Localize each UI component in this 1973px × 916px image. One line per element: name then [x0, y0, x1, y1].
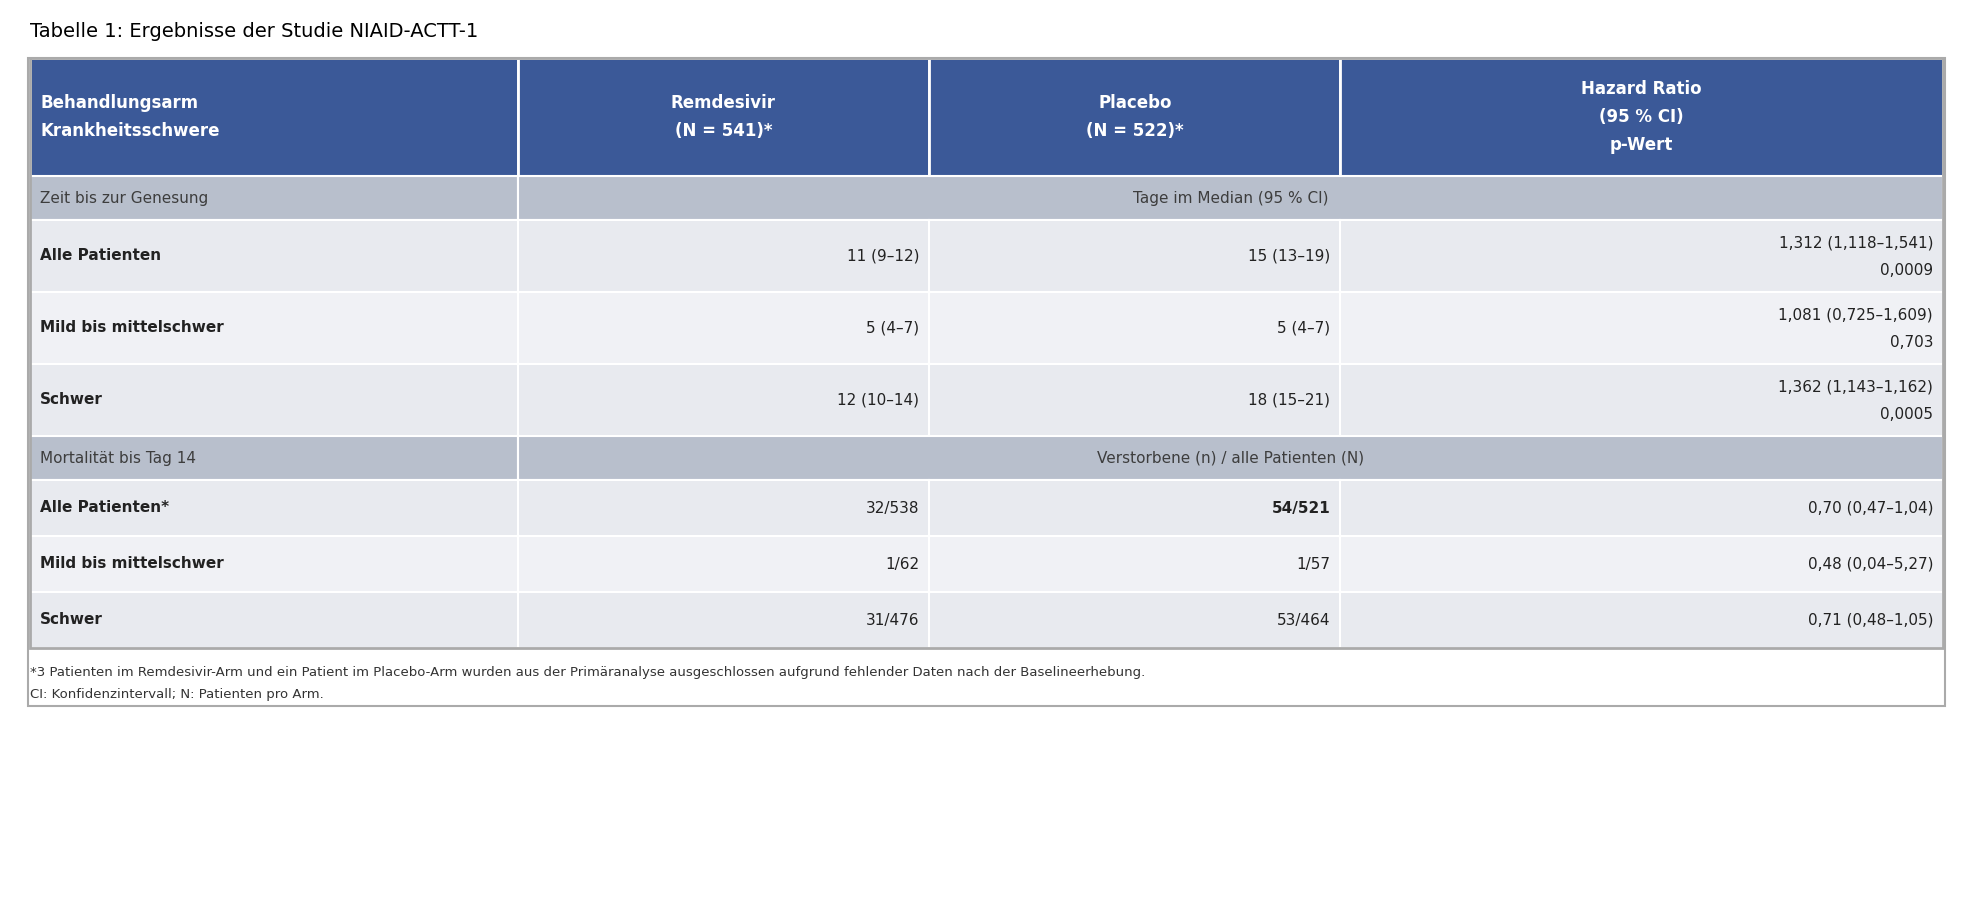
Text: 0,48 (0,04–5,27): 0,48 (0,04–5,27) [1807, 557, 1934, 572]
Bar [517, 536, 929, 592]
Text: 53/464: 53/464 [1277, 613, 1330, 627]
Text: Zeit bis zur Genesung: Zeit bis zur Genesung [39, 191, 209, 205]
Text: 32/538: 32/538 [866, 500, 919, 516]
Text: Hazard Ratio: Hazard Ratio [1582, 80, 1703, 98]
Bar [929, 364, 1340, 436]
Bar [1340, 480, 1943, 536]
Bar [929, 536, 1340, 592]
Text: 1,081 (0,725–1,609): 1,081 (0,725–1,609) [1778, 308, 1934, 322]
Text: 5 (4–7): 5 (4–7) [866, 321, 919, 335]
Text: 5 (4–7): 5 (4–7) [1277, 321, 1330, 335]
Bar [517, 292, 929, 364]
Text: (N = 541)*: (N = 541)* [675, 122, 771, 140]
Bar [30, 220, 517, 292]
Bar [30, 592, 517, 648]
Text: Alle Patienten: Alle Patienten [39, 248, 162, 264]
Text: Behandlungsarm: Behandlungsarm [39, 94, 197, 112]
Bar [1340, 292, 1943, 364]
Bar [517, 220, 929, 292]
Text: 54/521: 54/521 [1273, 500, 1330, 516]
Text: 0,71 (0,48–1,05): 0,71 (0,48–1,05) [1807, 613, 1934, 627]
Text: 1,312 (1,118–1,541): 1,312 (1,118–1,541) [1778, 235, 1934, 251]
Bar [517, 592, 929, 648]
Bar [1340, 58, 1943, 176]
Text: 0,0005: 0,0005 [1880, 407, 1934, 422]
Bar [517, 176, 1943, 220]
Text: 11 (9–12): 11 (9–12) [846, 248, 919, 264]
Text: Remdesivir: Remdesivir [671, 94, 775, 112]
Text: Mild bis mittelschwer: Mild bis mittelschwer [39, 321, 223, 335]
Bar [517, 480, 929, 536]
Text: 0,703: 0,703 [1890, 335, 1934, 350]
Bar [30, 536, 517, 592]
Bar [517, 436, 1943, 480]
Text: (N = 522)*: (N = 522)* [1085, 122, 1184, 140]
Bar [1340, 364, 1943, 436]
Bar [929, 220, 1340, 292]
Text: p-Wert: p-Wert [1610, 136, 1673, 154]
Bar [30, 58, 517, 176]
Text: Placebo: Placebo [1099, 94, 1172, 112]
Bar [929, 592, 1340, 648]
Text: 0,70 (0,47–1,04): 0,70 (0,47–1,04) [1807, 500, 1934, 516]
Text: 1/62: 1/62 [886, 557, 919, 572]
Bar [30, 480, 517, 536]
Bar [929, 480, 1340, 536]
Text: Mild bis mittelschwer: Mild bis mittelschwer [39, 557, 223, 572]
Text: Verstorbene (n) / alle Patienten (N): Verstorbene (n) / alle Patienten (N) [1097, 451, 1363, 465]
Bar [30, 436, 517, 480]
Text: Schwer: Schwer [39, 613, 103, 627]
Bar [30, 292, 517, 364]
Bar [30, 364, 517, 436]
Bar [30, 58, 1943, 648]
Text: Alle Patienten*: Alle Patienten* [39, 500, 170, 516]
Bar [517, 58, 929, 176]
Text: 18 (15–21): 18 (15–21) [1249, 392, 1330, 408]
Text: Tage im Median (95 % CI): Tage im Median (95 % CI) [1133, 191, 1328, 205]
Bar [929, 292, 1340, 364]
Text: 1,362 (1,143–1,162): 1,362 (1,143–1,162) [1778, 379, 1934, 395]
Text: 15 (13–19): 15 (13–19) [1249, 248, 1330, 264]
Text: 0,0009: 0,0009 [1880, 263, 1934, 278]
Text: 31/476: 31/476 [866, 613, 919, 627]
Text: 1/57: 1/57 [1296, 557, 1330, 572]
Text: Tabelle 1: Ergebnisse der Studie NIAID-ACTT-1: Tabelle 1: Ergebnisse der Studie NIAID-A… [30, 22, 477, 41]
Bar [28, 58, 1945, 706]
Bar [1340, 536, 1943, 592]
Text: 12 (10–14): 12 (10–14) [837, 392, 919, 408]
Bar [517, 364, 929, 436]
Text: (95 % CI): (95 % CI) [1600, 108, 1685, 126]
Bar [1340, 592, 1943, 648]
Text: Mortalität bis Tag 14: Mortalität bis Tag 14 [39, 451, 195, 465]
Text: Krankheitsschwere: Krankheitsschwere [39, 122, 219, 140]
Text: Schwer: Schwer [39, 392, 103, 408]
Bar [1340, 220, 1943, 292]
Bar [30, 176, 517, 220]
Bar [929, 58, 1340, 176]
Text: CI: Konfidenzintervall; N: Patienten pro Arm.: CI: Konfidenzintervall; N: Patienten pro… [30, 688, 324, 701]
Text: *3 Patienten im Remdesivir-Arm und ein Patient im Placebo-Arm wurden aus der Pri: *3 Patienten im Remdesivir-Arm und ein P… [30, 666, 1144, 679]
